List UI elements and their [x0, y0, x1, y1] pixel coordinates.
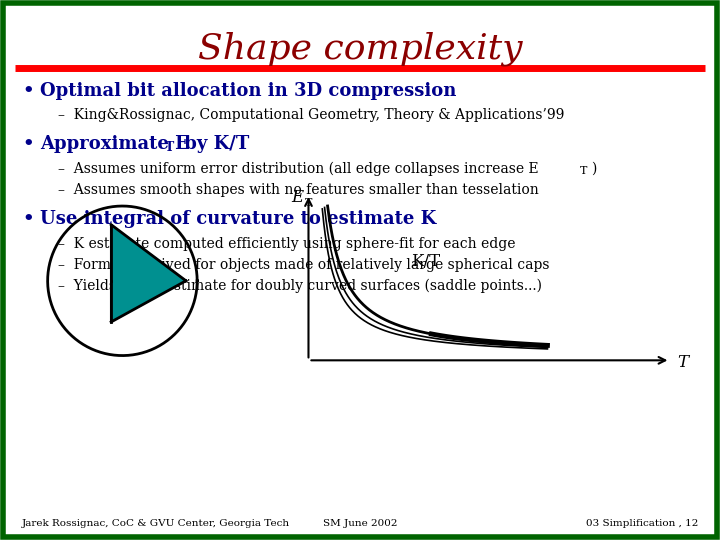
Text: T: T	[678, 354, 688, 370]
Text: –  Assumes smooth shapes with no features smaller than tesselation: – Assumes smooth shapes with no features…	[58, 183, 539, 197]
Text: –  Formula derived for objects made of relatively large spherical caps: – Formula derived for objects made of re…	[58, 258, 549, 272]
Text: by K/T: by K/T	[178, 135, 249, 153]
Text: Approximate E: Approximate E	[40, 135, 189, 153]
Text: SM June 2002: SM June 2002	[323, 519, 397, 528]
Polygon shape	[111, 225, 186, 322]
Text: K/T: K/T	[411, 253, 440, 270]
Text: T: T	[165, 141, 174, 154]
Text: E: E	[292, 189, 304, 206]
Text: Optimal bit allocation in 3D compression: Optimal bit allocation in 3D compression	[40, 82, 456, 100]
Text: •: •	[22, 210, 34, 228]
Text: Shape complexity: Shape complexity	[198, 32, 522, 66]
Text: ): )	[591, 162, 596, 176]
Text: Jarek Rossignac, CoC & GVU Center, Georgia Tech: Jarek Rossignac, CoC & GVU Center, Georg…	[22, 519, 290, 528]
Polygon shape	[111, 225, 186, 281]
Text: 03 Simplification , 12: 03 Simplification , 12	[585, 519, 698, 528]
Text: •: •	[22, 82, 34, 100]
Text: –  K estimate computed efficiently using sphere-fit for each edge: – K estimate computed efficiently using …	[58, 237, 516, 251]
Text: Use integral of curvature to estimate K: Use integral of curvature to estimate K	[40, 210, 436, 228]
Text: •: •	[22, 135, 34, 153]
Text: T: T	[580, 166, 588, 176]
Text: –  Yields crude estimate for doubly curved surfaces (saddle points...): – Yields crude estimate for doubly curve…	[58, 279, 542, 293]
Text: T: T	[305, 198, 312, 208]
Text: –  Assumes uniform error distribution (all edge collapses increase E: – Assumes uniform error distribution (al…	[58, 162, 539, 177]
Text: –  King&Rossignac, Computational Geometry, Theory & Applications’99: – King&Rossignac, Computational Geometry…	[58, 108, 564, 122]
